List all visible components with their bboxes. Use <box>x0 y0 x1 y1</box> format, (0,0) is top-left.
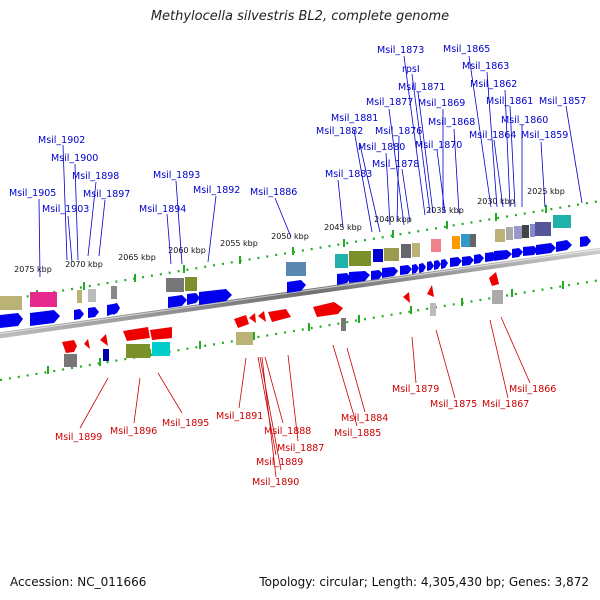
kbp-label: 2040 kbp <box>374 215 412 224</box>
gene-label: Msil_1888 <box>264 426 311 437</box>
forward-gene-labels: Msil_1873 Msil_1865 rpsI Msil_1863 Msil_… <box>9 44 586 215</box>
gene-label: rpsI <box>402 64 420 75</box>
gene-label: Msil_1882 <box>316 126 363 137</box>
gene-label: Msil_1890 <box>252 477 299 488</box>
gene-label: Msil_1887 <box>277 443 324 454</box>
gene-label: Msil_1881 <box>331 113 378 124</box>
gene-label: Msil_1867 <box>482 399 529 410</box>
gene-label: Msil_1873 <box>377 45 424 56</box>
gene-label: Msil_1892 <box>193 185 240 196</box>
gene-label: Msil_1895 <box>162 418 209 429</box>
reverse-leader-lines <box>79 316 531 478</box>
gene-label: Msil_1875 <box>430 399 477 410</box>
gene-label: Msil_1861 <box>486 96 533 107</box>
gene-label: Msil_1865 <box>443 44 490 55</box>
forward-feature-boxes <box>0 215 571 310</box>
gene-label: Msil_1877 <box>366 97 413 108</box>
genome-backbone <box>0 247 600 339</box>
reverse-gene-arrows <box>62 272 503 367</box>
accession-label: Accession: NC_011666 <box>10 575 147 589</box>
kbp-labels: 2025 kbp 2030 kbp 2035 kbp 2040 kbp 2045… <box>14 187 565 274</box>
gene-label: Msil_1880 <box>358 142 405 153</box>
gene-label: Msil_1899 <box>55 432 102 443</box>
gene-label: Msil_1898 <box>72 171 119 182</box>
kbp-label: 2025 kbp <box>527 187 565 196</box>
map-title: Methylocella silvestris BL2, complete ge… <box>150 9 450 24</box>
gene-label: Msil_1869 <box>418 98 465 109</box>
gene-label: Msil_1903 <box>42 204 89 215</box>
gene-label: Msil_1862 <box>470 79 517 90</box>
gene-label: Msil_1871 <box>398 82 445 93</box>
gene-label: Msil_1905 <box>9 188 56 199</box>
gene-label: Msil_1894 <box>139 204 186 215</box>
gene-label: Msil_1868 <box>428 117 475 128</box>
gene-label: Msil_1857 <box>539 96 586 107</box>
gene-label: Msil_1870 <box>415 140 462 151</box>
gene-label: Msil_1891 <box>216 411 263 422</box>
gene-label: Msil_1896 <box>110 426 157 437</box>
gene-label: Msil_1897 <box>83 189 130 200</box>
gene-label: Msil_1876 <box>375 126 422 137</box>
gene-label: Msil_1900 <box>51 153 98 164</box>
kbp-label: 2075 kbp <box>14 265 52 274</box>
genome-stats-label: Topology: circular; Length: 4,305,430 bp… <box>259 575 589 589</box>
kbp-label: 2050 kbp <box>271 232 309 241</box>
gene-label: Msil_1879 <box>392 384 439 395</box>
gene-label: Msil_1878 <box>372 159 419 170</box>
gene-label: Msil_1886 <box>250 187 297 198</box>
ruler-ticks-lower <box>47 281 564 374</box>
kbp-label: 2070 kbp <box>65 260 103 269</box>
gene-label: Msil_1859 <box>521 130 568 141</box>
gene-label: Msil_1863 <box>462 61 509 72</box>
gene-label: Msil_1884 <box>341 413 388 424</box>
gene-label: Msil_1893 <box>153 170 200 181</box>
reverse-gene-labels: Msil_1879 Msil_1866 Msil_1875 Msil_1867 … <box>55 384 556 488</box>
gene-label: Msil_1885 <box>334 428 381 439</box>
forward-gene-arrows <box>0 236 591 328</box>
gene-label: Msil_1864 <box>469 130 516 141</box>
forward-leader-lines <box>38 55 583 278</box>
genome-backbone-highlight <box>0 248 600 335</box>
kbp-label: 2055 kbp <box>220 239 258 248</box>
gene-label: Msil_1902 <box>38 135 85 146</box>
gene-label: Msil_1883 <box>325 169 372 180</box>
gene-label: Msil_1866 <box>509 384 556 395</box>
kbp-label: 2065 kbp <box>118 253 156 262</box>
gene-label: Msil_1860 <box>501 115 548 126</box>
kbp-label: 2060 kbp <box>168 246 206 255</box>
gene-label: Msil_1889 <box>256 457 303 468</box>
kbp-label: 2030 kbp <box>477 197 515 206</box>
